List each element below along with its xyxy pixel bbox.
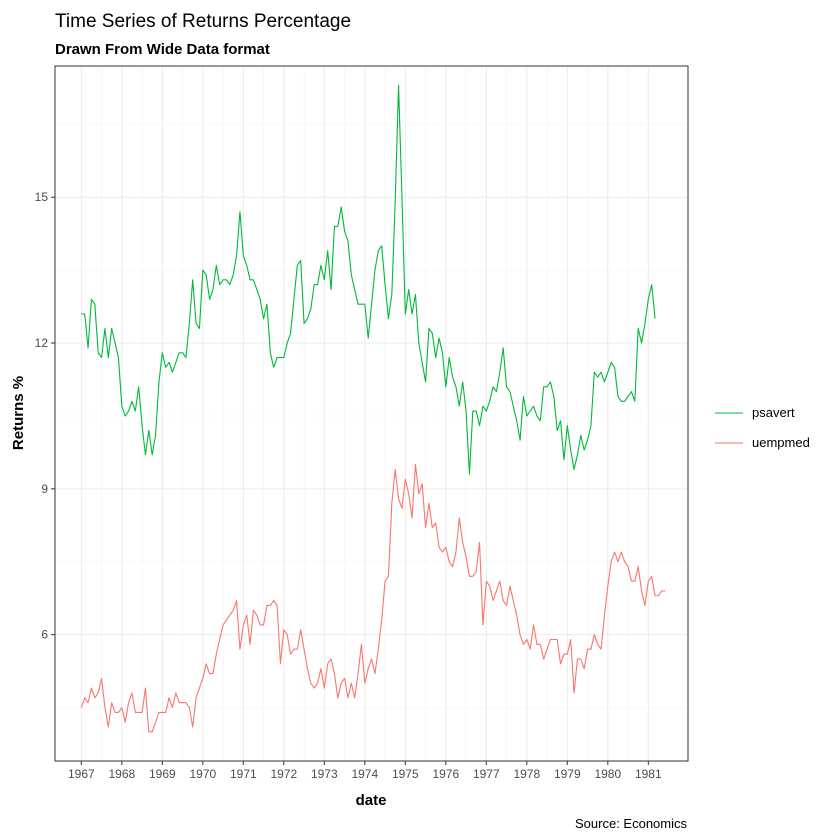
- x-tick-label: 1967: [68, 767, 95, 781]
- x-tick-label: 1978: [513, 767, 540, 781]
- y-tick-label: 15: [35, 190, 49, 204]
- x-tick-label: 1974: [351, 767, 378, 781]
- y-axis-title: Returns %: [10, 376, 27, 450]
- series-line-psavert: [81, 84, 656, 475]
- y-tick-label: 6: [41, 628, 48, 642]
- y-tick-label: 12: [35, 336, 49, 350]
- x-tick-label: 1971: [230, 767, 257, 781]
- x-axis-title: date: [356, 792, 387, 809]
- y-axis: 6 9 12 15: [35, 190, 55, 642]
- plot-panel: [55, 66, 688, 761]
- series-line-uempmed: [80, 463, 666, 733]
- x-tick-label: 1980: [594, 767, 621, 781]
- x-tick-label: 1970: [189, 767, 216, 781]
- legend-label-psavert: psavert: [752, 405, 795, 420]
- chart-subtitle: Drawn From Wide Data format: [55, 41, 270, 58]
- chart-title: Time Series of Returns Percentage: [55, 11, 351, 32]
- legend-label-uempmed: uempmed: [752, 435, 810, 450]
- legend: psavert uempmed: [715, 405, 810, 450]
- plot-border: [54, 65, 689, 762]
- series-layer: [80, 84, 666, 733]
- x-tick-label: 1976: [432, 767, 459, 781]
- x-tick-label: 1975: [392, 767, 419, 781]
- x-tick-label: 1979: [554, 767, 581, 781]
- x-tick-label: 1973: [311, 767, 338, 781]
- x-tick-label: 1969: [149, 767, 176, 781]
- y-tick-label: 9: [41, 482, 48, 496]
- x-tick-label: 1977: [473, 767, 500, 781]
- chart-caption: Source: Economics: [575, 816, 687, 831]
- x-tick-label: 1968: [108, 767, 135, 781]
- x-axis: 1967 1968 1969 1970 1971 1972 1973 1974 1975 1976…: [68, 761, 662, 781]
- x-tick-label: 1981: [635, 767, 662, 781]
- x-tick-label: 1972: [270, 767, 297, 781]
